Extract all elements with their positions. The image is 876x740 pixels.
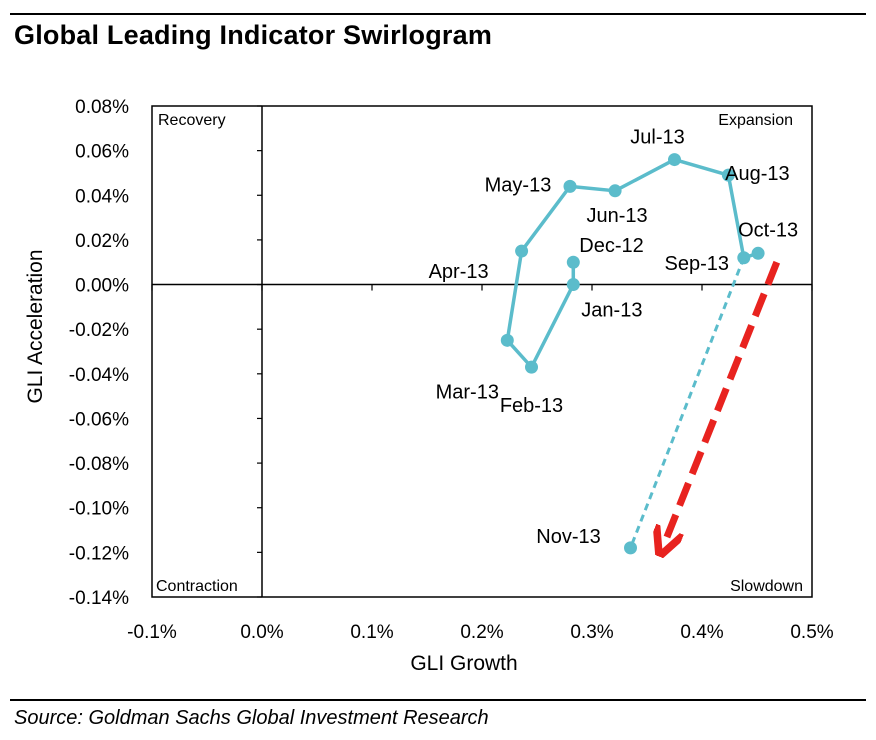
x-tick-label: 0.0% <box>240 622 283 643</box>
series-dashed-projection <box>629 257 746 549</box>
data-point-mar-13 <box>500 333 514 347</box>
source-note: Source: Goldman Sachs Global Investment … <box>14 707 489 729</box>
y-tick-label: -0.10% <box>69 499 129 520</box>
y-tick-label: -0.14% <box>69 588 129 609</box>
point-label-dec-12: Dec-12 <box>579 235 643 257</box>
data-point-may-13 <box>563 179 577 193</box>
quadrant-expansion: Expansion <box>718 112 793 129</box>
point-label-may-13: May-13 <box>485 174 552 196</box>
y-tick-label: 0.00% <box>75 276 129 297</box>
quadrant-contraction: Contraction <box>156 578 238 595</box>
y-tick-label: -0.12% <box>69 543 129 564</box>
x-axis-title: GLI Growth <box>410 652 517 675</box>
quadrant-slowdown: Slowdown <box>730 578 803 595</box>
x-tick-label: 0.1% <box>350 622 393 643</box>
chart-title: Global Leading Indicator Swirlogram <box>14 20 493 50</box>
point-label-sep-13: Sep-13 <box>665 253 730 275</box>
bottom-rule <box>10 699 866 701</box>
data-point-jun-13 <box>608 184 622 198</box>
slowdown-arrow <box>664 260 781 545</box>
data-point-nov-13 <box>624 541 637 555</box>
y-tick-label: 0.06% <box>75 142 129 163</box>
data-point-jul-13 <box>668 153 681 167</box>
y-tick-label: 0.02% <box>75 231 129 252</box>
x-tick-label: 0.3% <box>570 622 613 643</box>
y-tick-label: -0.02% <box>69 320 129 341</box>
y-tick-label: -0.06% <box>69 409 129 430</box>
y-tick-label: 0.08% <box>75 97 129 118</box>
y-tick-label: 0.04% <box>75 186 129 207</box>
point-label-aug-13: Aug-13 <box>725 163 790 185</box>
data-point-apr-13 <box>515 244 529 258</box>
data-point-sep-13 <box>737 251 751 265</box>
y-tick-label: -0.08% <box>69 454 129 475</box>
y-axis-title: GLI Acceleration <box>24 249 47 403</box>
x-tick-label: 0.2% <box>460 622 503 643</box>
point-label-feb-13: Feb-13 <box>500 395 563 417</box>
data-point-aug-13 <box>721 168 735 182</box>
quadrant-recovery: Recovery <box>158 112 226 129</box>
y-tick-label: -0.04% <box>69 365 129 386</box>
data-point-feb-13 <box>525 360 538 374</box>
x-tick-label: 0.4% <box>680 622 723 643</box>
x-tick-label: 0.5% <box>790 622 833 643</box>
x-tick-label: -0.1% <box>127 622 177 643</box>
point-label-apr-13: Apr-13 <box>429 261 489 283</box>
data-point-oct-13 <box>751 246 765 260</box>
point-label-jan-13: Jan-13 <box>581 300 642 322</box>
swirlogram-chart: 0.08% 0.06% 0.04% 0.02% 0.00% -0.02% -0.04% -0.… <box>24 97 834 675</box>
point-label-nov-13: Nov-13 <box>536 526 600 548</box>
point-label-mar-13: Mar-13 <box>436 381 499 403</box>
data-point-jan-13 <box>566 278 580 292</box>
top-rule <box>10 13 866 15</box>
point-label-jul-13: Jul-13 <box>630 127 684 149</box>
point-label-jun-13: Jun-13 <box>587 205 648 227</box>
point-label-oct-13: Oct-13 <box>738 219 798 241</box>
plot-border <box>151 105 813 598</box>
data-point-dec-12 <box>566 255 580 269</box>
